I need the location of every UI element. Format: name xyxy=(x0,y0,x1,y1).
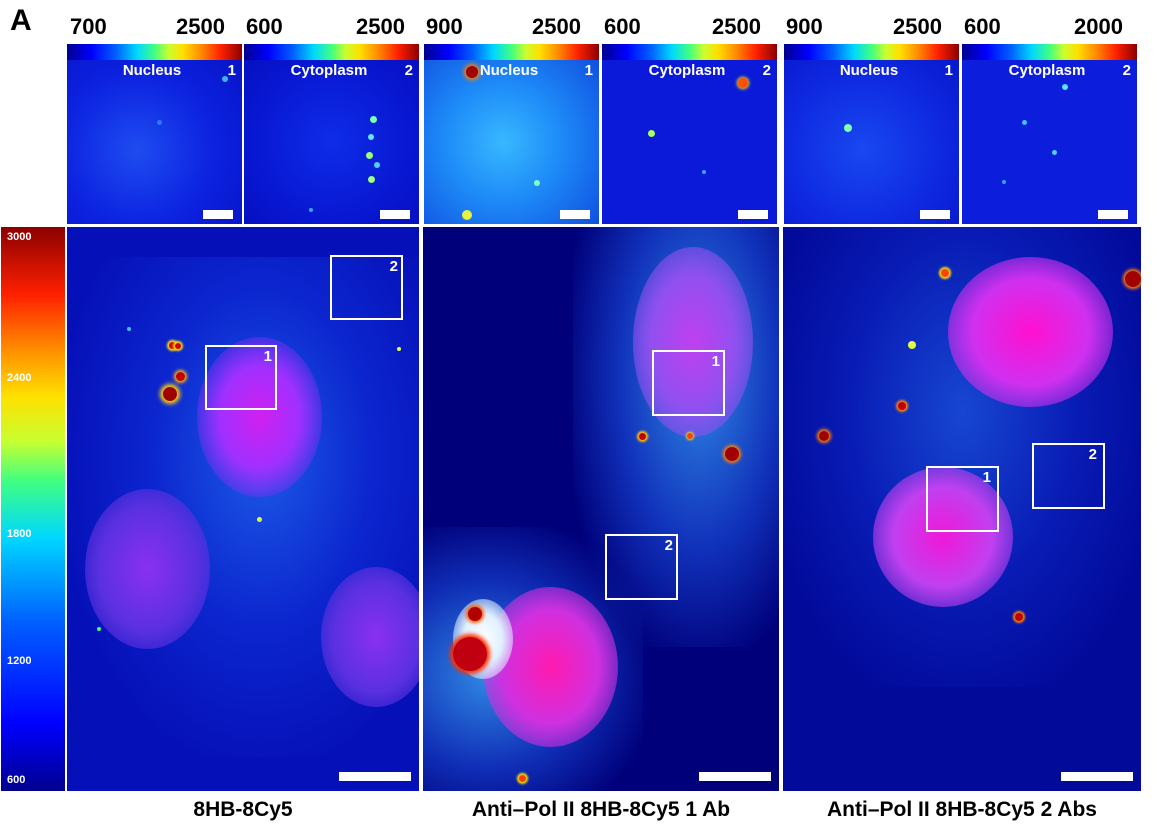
inset-6-number: 2 xyxy=(1122,62,1131,79)
colorbar-tick-3000: 3000 xyxy=(7,231,32,243)
inset-2-colorbar xyxy=(244,44,419,60)
roi-2-panel-1-label: 2 xyxy=(389,258,398,275)
colorbar-tick-1800: 1800 xyxy=(7,528,32,540)
inset-5-colorbar-min: 900 xyxy=(786,14,823,39)
inset-2-image: Cytoplasm 2 xyxy=(244,60,419,224)
inset-4-colorbar xyxy=(602,44,777,60)
inset-5-scale-bar xyxy=(920,210,950,219)
roi-1-panel-1-label: 1 xyxy=(263,348,272,365)
inset-2-colorbar-min: 600 xyxy=(246,14,283,39)
colorbar-tick-2400: 2400 xyxy=(7,372,32,384)
inset-2-scale-bar xyxy=(380,210,410,219)
roi-1-panel-2: 1 xyxy=(652,350,725,416)
roi-1-panel-3: 1 xyxy=(926,466,999,532)
inset-1-title: Nucleus xyxy=(122,62,182,79)
caption-panel-2: Anti–Pol II 8HB-8Cy5 1 Ab xyxy=(471,798,731,821)
inset-4-colorbar-min: 600 xyxy=(604,14,641,39)
roi-1-panel-1: 1 xyxy=(205,345,277,410)
inset-3-number: 1 xyxy=(584,62,593,79)
inset-2-number: 2 xyxy=(404,62,413,79)
inset-1-colorbar xyxy=(67,44,242,60)
inset-4-title: Cytoplasm xyxy=(648,62,726,79)
inset-5-title: Nucleus xyxy=(839,62,899,79)
inset-5-number: 1 xyxy=(944,62,953,79)
inset-4-number: 2 xyxy=(762,62,771,79)
colorbar-tick-600: 600 xyxy=(7,774,26,786)
main-image-8hb-8cy5: 1 2 xyxy=(66,226,420,792)
inset-6-colorbar-min: 600 xyxy=(964,14,1001,39)
inset-6-colorbar-max: 2000 xyxy=(1074,14,1123,39)
inset-4-image: Cytoplasm 2 xyxy=(602,60,777,224)
inset-6-colorbar xyxy=(962,44,1137,60)
inset-3-colorbar-min: 900 xyxy=(426,14,463,39)
inset-1-scale-bar xyxy=(203,210,233,219)
roi-1-panel-2-label: 1 xyxy=(711,353,720,370)
caption-panel-3: Anti–Pol II 8HB-8Cy5 2 Abs xyxy=(827,798,1097,821)
roi-2-panel-3: 2 xyxy=(1032,443,1105,509)
inset-5-colorbar xyxy=(784,44,959,60)
inset-1-colorbar-min: 700 xyxy=(70,14,107,39)
main-3-scale-bar xyxy=(1061,772,1133,781)
inset-3-title: Nucleus xyxy=(479,62,539,79)
main-image-anti-pol-ii-1-ab: 1 2 xyxy=(422,226,780,792)
inset-6-title: Cytoplasm xyxy=(1008,62,1086,79)
inset-3-scale-bar xyxy=(560,210,590,219)
inset-2-title: Cytoplasm xyxy=(290,62,368,79)
roi-2-panel-3-label: 2 xyxy=(1088,446,1097,463)
inset-2-colorbar-max: 2500 xyxy=(356,14,405,39)
colorbar-tick-1200: 1200 xyxy=(7,655,32,667)
roi-2-panel-1: 2 xyxy=(330,255,403,320)
main-2-scale-bar xyxy=(699,772,771,781)
inset-5-image: Nucleus 1 xyxy=(784,60,959,224)
inset-6-image: Cytoplasm 2 xyxy=(962,60,1137,224)
inset-1-image: Nucleus 1 xyxy=(67,60,242,224)
panel-label: A xyxy=(10,4,32,37)
main-image-anti-pol-ii-2-abs: 1 2 xyxy=(782,226,1142,792)
inset-6-scale-bar xyxy=(1098,210,1128,219)
roi-2-panel-2: 2 xyxy=(605,534,678,600)
inset-4-colorbar-max: 2500 xyxy=(712,14,761,39)
inset-3-colorbar xyxy=(424,44,599,60)
intensity-colorbar: 3000 2400 1800 1200 600 xyxy=(0,226,66,792)
roi-2-panel-2-label: 2 xyxy=(664,537,673,554)
caption-panel-1: 8HB-8Cy5 xyxy=(193,798,293,821)
main-1-scale-bar xyxy=(339,772,411,781)
inset-3-colorbar-max: 2500 xyxy=(532,14,581,39)
roi-1-panel-3-label: 1 xyxy=(982,469,991,486)
inset-1-number: 1 xyxy=(227,62,236,79)
inset-4-scale-bar xyxy=(738,210,768,219)
inset-3-image: Nucleus 1 xyxy=(424,60,599,224)
inset-1-colorbar-max: 2500 xyxy=(176,14,225,39)
inset-5-colorbar-max: 2500 xyxy=(893,14,942,39)
